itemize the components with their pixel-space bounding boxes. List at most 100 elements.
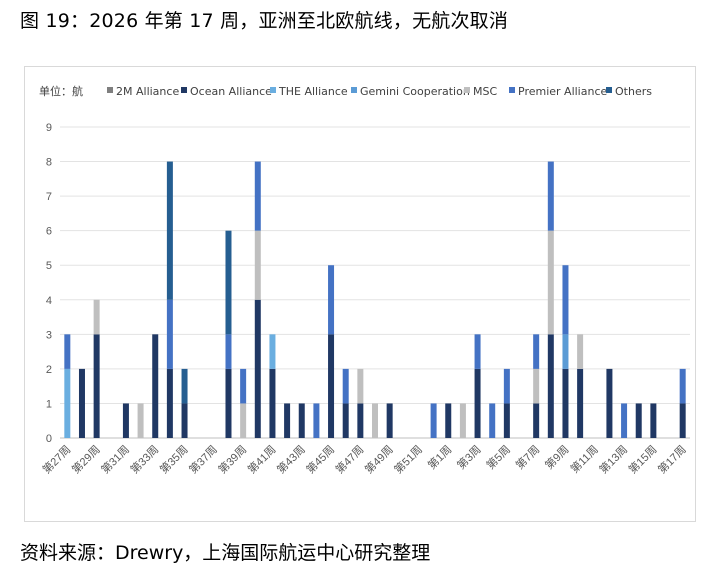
y-tick-label: 8 xyxy=(46,157,52,169)
x-tick-label: 第41周 xyxy=(244,442,278,476)
bar-segment xyxy=(328,265,335,335)
bar-segment xyxy=(93,299,100,335)
bar-segment xyxy=(254,299,261,438)
bar-segment xyxy=(152,334,159,438)
x-tick-label: 第47周 xyxy=(332,442,366,476)
bar-segment xyxy=(64,368,71,438)
bar-segment xyxy=(372,403,378,438)
bar-segment xyxy=(503,368,510,404)
y-tick-label: 5 xyxy=(46,260,52,272)
bar-segment xyxy=(64,334,71,369)
x-tick-label: 第5周 xyxy=(483,442,513,472)
bar-segment xyxy=(474,368,481,438)
bar-segment xyxy=(489,403,496,438)
x-tick-label: 第45周 xyxy=(303,442,337,476)
bar-segment xyxy=(181,368,188,404)
bar-segment xyxy=(547,334,554,438)
bar-segment xyxy=(166,161,173,300)
bar-segment xyxy=(503,403,510,438)
bar-segment xyxy=(635,403,642,438)
x-tick-label: 第3周 xyxy=(454,442,484,472)
bar-segment xyxy=(298,403,305,438)
bar-segment xyxy=(284,403,291,438)
bar-segment xyxy=(547,230,554,335)
y-tick-label: 3 xyxy=(46,329,52,341)
bar-segment xyxy=(240,403,247,438)
bar-segment xyxy=(650,403,657,438)
bar-segment xyxy=(577,368,584,438)
x-tick-label: 第27周 xyxy=(39,442,73,476)
bar-segment xyxy=(533,334,540,369)
y-tick-label: 4 xyxy=(46,295,52,307)
y-tick-label: 1 xyxy=(46,398,52,410)
bar-segment xyxy=(166,368,173,438)
bar-segment xyxy=(577,334,584,369)
legend-swatch xyxy=(181,87,187,93)
bar-segment xyxy=(679,403,686,438)
bar-segment xyxy=(533,368,540,404)
bar-segment xyxy=(342,368,349,404)
y-tick-label: 7 xyxy=(46,191,52,203)
bar-segment xyxy=(254,161,261,231)
legend-label: 2M Alliance xyxy=(116,85,179,98)
bar-segment xyxy=(562,265,569,335)
x-tick-label: 第11周 xyxy=(567,442,601,476)
legend-label: Premier Alliance xyxy=(518,85,608,98)
x-tick-label: 第13周 xyxy=(596,442,630,476)
bar-segment xyxy=(445,403,452,438)
y-axis: 0 1 2 3 4 5 6 7 8 9 xyxy=(46,122,52,445)
x-tick-label: 第7周 xyxy=(512,442,542,472)
bar-segment xyxy=(679,368,686,404)
bar-segment xyxy=(547,161,554,231)
x-tick-label: 第15周 xyxy=(625,442,659,476)
y-tick-label: 6 xyxy=(46,226,52,238)
bar-segment xyxy=(430,403,437,438)
chart-frame xyxy=(24,66,696,522)
bar-segment xyxy=(474,334,481,369)
x-tick-label: 第1周 xyxy=(425,442,455,472)
x-tick-label: 第37周 xyxy=(186,442,220,476)
legend-swatch xyxy=(464,87,470,93)
x-axis: 第27周第29周第31周第33周第35周第37周第39周第41周第43周第45周… xyxy=(39,442,688,476)
y-tick-label: 2 xyxy=(46,364,52,376)
bar-segment xyxy=(328,334,335,438)
bar-segment xyxy=(459,403,466,438)
legend-label: THE Alliance xyxy=(278,85,348,98)
bar-segment xyxy=(386,403,393,438)
bar-segment xyxy=(93,334,100,438)
bar-segment xyxy=(181,403,188,438)
legend-swatch xyxy=(606,87,612,93)
legend-label: Gemini Cooperation xyxy=(360,85,470,98)
x-tick-label: 第9周 xyxy=(542,442,572,472)
x-tick-label: 第49周 xyxy=(362,442,396,476)
figure-title: 图 19：2026 年第 17 周，亚洲至北欧航线，无航次取消 xyxy=(20,10,509,32)
x-tick-label: 第17周 xyxy=(655,442,689,476)
bar-segment xyxy=(621,403,628,438)
legend-swatch xyxy=(509,87,515,93)
bar-segment xyxy=(313,403,320,438)
bar-segment xyxy=(562,368,569,438)
legend-label: Others xyxy=(615,85,652,98)
x-tick-label: 第51周 xyxy=(391,442,425,476)
bar-segment xyxy=(240,368,247,404)
bar-segment xyxy=(225,334,232,369)
legend-label: MSC xyxy=(473,85,497,98)
legend: 2M Alliance Ocean Alliance THE Alliance Gem… xyxy=(107,85,652,98)
bars xyxy=(64,161,686,438)
unit-label: 单位：航 xyxy=(39,84,83,98)
bar-segment xyxy=(269,368,276,438)
bar-segment xyxy=(122,403,129,438)
bar-segment xyxy=(137,403,144,438)
y-tick-label: 0 xyxy=(46,433,52,445)
x-tick-label: 第29周 xyxy=(69,442,103,476)
legend-swatch xyxy=(270,87,276,93)
x-tick-label: 第43周 xyxy=(274,442,308,476)
bar-segment xyxy=(225,230,232,335)
legend-swatch xyxy=(351,87,357,93)
y-tick-label: 9 xyxy=(46,122,52,134)
source-note: 资料来源：Drewry，上海国际航运中心研究整理 xyxy=(20,542,431,564)
bar-segment xyxy=(357,403,364,438)
bar-segment xyxy=(166,299,173,369)
bar-segment xyxy=(254,230,261,300)
